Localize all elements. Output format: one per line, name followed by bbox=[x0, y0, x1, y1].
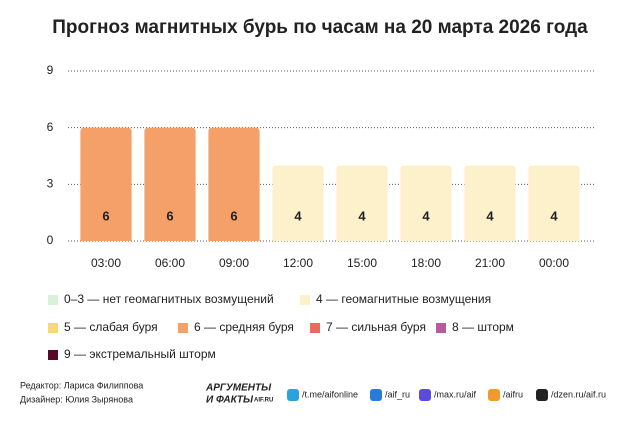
x-tick-label: 21:00 bbox=[475, 256, 505, 270]
legend-label: 0–3 — нет геомагнитных возмущений bbox=[64, 292, 274, 306]
x-tick-label: 09:00 bbox=[219, 256, 249, 270]
value-label: 4 bbox=[358, 208, 366, 223]
bar bbox=[528, 165, 580, 241]
value-label: 6 bbox=[230, 208, 237, 223]
bar bbox=[400, 165, 452, 241]
value-label: 4 bbox=[422, 208, 430, 223]
bar bbox=[272, 165, 324, 241]
bar bbox=[80, 127, 132, 241]
value-label: 4 bbox=[486, 208, 494, 223]
legend-label: 8 — шторм bbox=[452, 320, 514, 334]
editor: Редактор: Лариса Филиппова bbox=[20, 380, 143, 390]
legend-swatch bbox=[48, 295, 58, 305]
legend-label: 6 — средняя буря bbox=[194, 320, 294, 334]
x-tick-label: 18:00 bbox=[411, 256, 441, 270]
value-label: 6 bbox=[102, 208, 109, 223]
logo-line: АРГУМЕНТЫ bbox=[205, 383, 272, 394]
social-link[interactable]: /aifru bbox=[503, 389, 523, 399]
legend-swatch bbox=[300, 295, 310, 305]
social-icon[interactable] bbox=[536, 389, 548, 401]
value-label: 6 bbox=[166, 208, 173, 223]
chart-title: Прогноз магнитных бурь по часам на 20 ма… bbox=[52, 17, 588, 38]
bar bbox=[464, 165, 516, 241]
legend-label: 7 — сильная буря bbox=[326, 320, 426, 334]
x-tick-label: 00:00 bbox=[539, 256, 569, 270]
logo-line: AIF.RU bbox=[254, 398, 273, 404]
legend-label: 9 — экстремальный шторм bbox=[64, 347, 216, 361]
legend-swatch bbox=[436, 323, 446, 333]
social-icon[interactable] bbox=[370, 389, 382, 401]
bar bbox=[144, 127, 196, 241]
y-tick-label: 0 bbox=[47, 233, 54, 247]
bar bbox=[208, 127, 260, 241]
legend-swatch bbox=[48, 323, 58, 333]
legend-label: 5 — слабая буря bbox=[64, 320, 158, 334]
social-icon[interactable] bbox=[287, 389, 299, 401]
social-link[interactable]: /max.ru/aif bbox=[434, 389, 477, 399]
x-tick-label: 15:00 bbox=[347, 256, 377, 270]
legend-swatch bbox=[310, 323, 320, 333]
y-tick-label: 3 bbox=[47, 177, 54, 191]
social-link[interactable]: /dzen.ru/aif.ru bbox=[551, 389, 606, 399]
y-tick-label: 9 bbox=[47, 63, 54, 77]
logo-line: И ФАКТЫ bbox=[206, 395, 254, 406]
bar bbox=[336, 165, 388, 241]
social-icon[interactable] bbox=[488, 389, 500, 401]
social-link[interactable]: /t.me/aifonline bbox=[302, 389, 358, 399]
x-tick-label: 06:00 bbox=[155, 256, 185, 270]
x-tick-label: 03:00 bbox=[91, 256, 121, 270]
designer: Дизайнер: Юлия Зырянова bbox=[20, 394, 133, 404]
x-tick-label: 12:00 bbox=[283, 256, 313, 270]
legend-swatch bbox=[178, 323, 188, 333]
social-link[interactable]: /aif_ru bbox=[385, 389, 410, 399]
value-label: 4 bbox=[550, 208, 558, 223]
legend-swatch bbox=[48, 350, 58, 360]
legend-label: 4 — геомагнитные возмущения bbox=[316, 292, 491, 306]
social-icon[interactable] bbox=[419, 389, 431, 401]
y-tick-label: 6 bbox=[47, 120, 54, 134]
value-label: 4 bbox=[294, 208, 302, 223]
